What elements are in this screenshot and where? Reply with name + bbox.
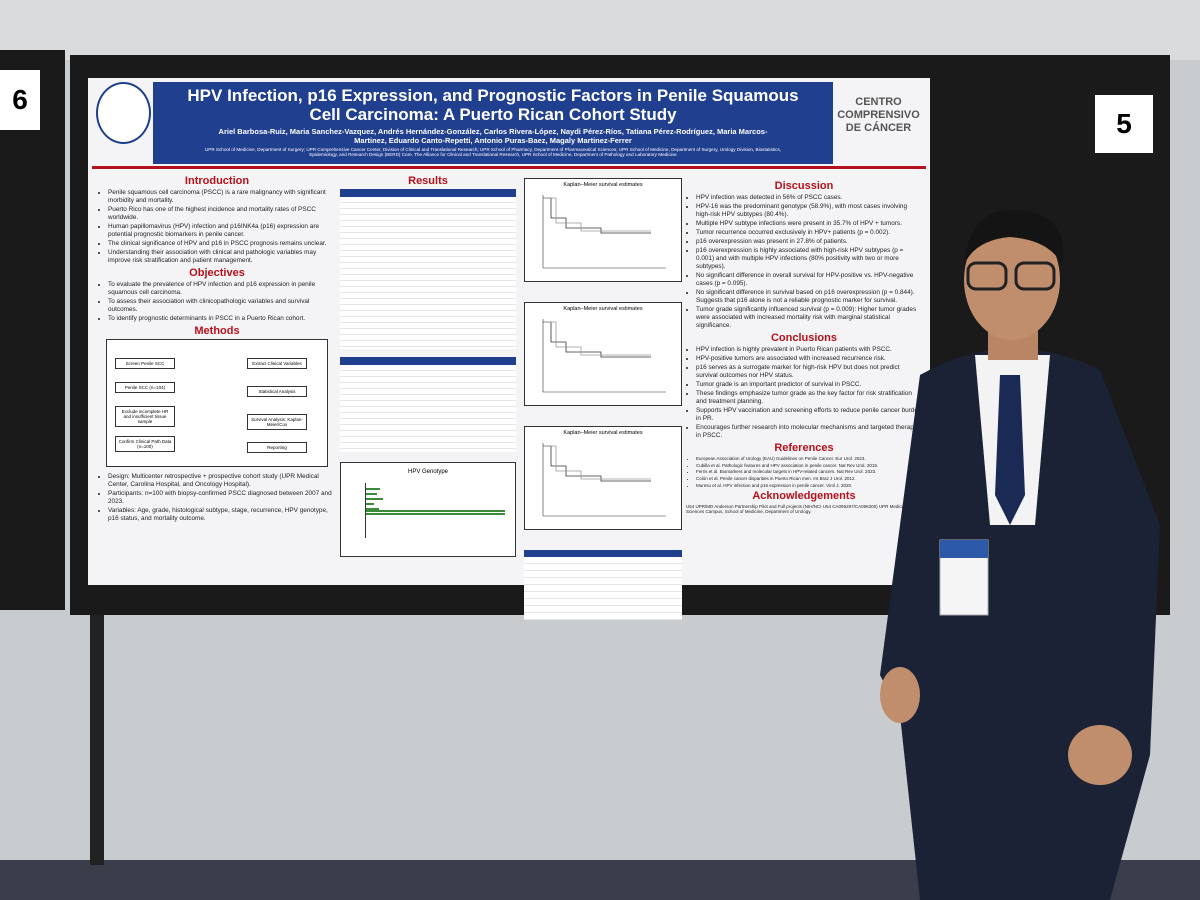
logo (96, 82, 151, 144)
left-column: Introduction Penile squamous cell carcin… (98, 173, 336, 524)
km-curves (542, 319, 666, 393)
bullet: p16 overexpression was present in 27.8% … (696, 238, 922, 246)
km-plot: Kaplan–Meier survival estimates (524, 426, 682, 530)
heading: References (774, 442, 834, 454)
heading: Introduction (184, 175, 250, 187)
right-column: Discussion HPV infection was detected in… (686, 178, 922, 514)
list: Penile squamous cell carcinoma (PSCC) is… (98, 189, 336, 265)
header: HPV Infection, p16 Expression, and Progn… (153, 82, 833, 164)
km-curves (542, 443, 666, 517)
authors: Ariel Barbosa-Ruiz, Maria Sanchez-Vazque… (218, 127, 768, 145)
bullet: Participants: n=100 with biopsy-confirme… (108, 490, 336, 506)
bullet: To assess their association with clinico… (108, 298, 336, 314)
board-number: 5 (1095, 95, 1153, 153)
bullet: Design: Multicenter retrospective + pros… (108, 473, 336, 489)
person (880, 209, 1160, 900)
rule (92, 166, 926, 169)
table (524, 550, 682, 620)
bullet: Tumor grade significantly influenced sur… (696, 306, 922, 330)
flow-box: Confirm Clinical Path Data (n=100) (115, 436, 175, 452)
affiliations: UPR School of Medicine, Department of Su… (204, 147, 782, 157)
flow-box: Statistical Analysis (247, 386, 307, 397)
bars (365, 483, 505, 538)
bullet: Variables: Age, grade, histological subt… (108, 507, 336, 523)
bullet: No significant difference in overall sur… (696, 272, 922, 288)
bullet: Encourages further research into molecul… (696, 424, 922, 440)
km-title: Kaplan–Meier survival estimates (563, 306, 643, 312)
flow-box: Extract Clinical Variables (247, 358, 307, 369)
bullet: HPV infection was detected in 56% of PSC… (696, 194, 922, 202)
bullet: HPV-16 was the predominant genotype (58.… (696, 203, 922, 219)
flow-box: Screen Penile SCC (115, 358, 175, 369)
flow-box: Reporting (247, 442, 307, 453)
heading: Results (408, 175, 448, 187)
heading: Objectives (189, 267, 245, 279)
km-curves (542, 195, 666, 269)
list: European Association of Urology (EAU) Gu… (686, 456, 922, 488)
list: HPV infection is highly prevalent in Pue… (686, 346, 922, 440)
list: To evaluate the prevalence of HPV infect… (98, 281, 336, 323)
table (340, 189, 516, 349)
heading: Conclusions (770, 332, 837, 344)
list: HPV infection was detected in 56% of PSC… (686, 194, 922, 330)
bullet: Puerto Rico has one of the highest incid… (108, 206, 336, 222)
bullet: HPV-positive tumors are associated with … (696, 355, 922, 363)
title: HPV Infection, p16 Expression, and Progn… (187, 86, 799, 124)
figure-title: HPV Genotype (407, 469, 449, 475)
stand (90, 615, 104, 865)
ack: U54 UPR/MD Anderson Partnership Pilot an… (686, 504, 906, 515)
poster: HPV Infection, p16 Expression, and Progn… (88, 78, 930, 620)
km-column: Kaplan–Meier survival estimates Kaplan–Me… (524, 178, 682, 620)
flow-box: Penile SCC (n=104) (115, 382, 175, 393)
bullet: To evaluate the prevalence of HPV infect… (108, 281, 336, 297)
bullet: Ferris et al. Biomarkers and molecular t… (696, 469, 922, 475)
km-title: Kaplan–Meier survival estimates (563, 430, 643, 436)
list: Design: Multicenter retrospective + pros… (98, 473, 336, 523)
km-title: Kaplan–Meier survival estimates (563, 182, 643, 188)
board-number: 6 (0, 70, 40, 130)
bullet: These findings emphasize tumor grade as … (696, 390, 922, 406)
bullet: To identify prognostic determinants in P… (108, 315, 336, 323)
bullet: Supports HPV vaccination and screening e… (696, 407, 922, 423)
heading: Acknowledgements (752, 490, 856, 503)
bullet: No significant difference in survival ba… (696, 289, 922, 305)
bullet: The clinical significance of HPV and p16… (108, 240, 336, 248)
board-left (0, 50, 65, 610)
bullet: p16 overexpression is highly associated … (696, 247, 922, 271)
bullet: HPV infection is highly prevalent in Pue… (696, 346, 922, 354)
bullet: Colón et al. Penile cancer disparities i… (696, 476, 922, 482)
bullet: Muresu et al. HPV infection and p16 expr… (696, 483, 922, 489)
flow-box: Survival Analysis: Kaplan-Meier/Cox (247, 414, 307, 430)
km-plot: Kaplan–Meier survival estimates (524, 178, 682, 282)
logo-text: Centro Comprensivo de Cáncer (837, 96, 920, 134)
flow-box: Exclude incomplete HR and insufficient t… (115, 406, 175, 427)
bullet: European Association of Urology (EAU) Gu… (696, 456, 922, 462)
table (340, 357, 516, 452)
bullet: Cubilla et al. Pathologic features and H… (696, 463, 922, 469)
bullet: Multiple HPV subtype infections were pre… (696, 220, 922, 228)
bullet: Human papillomavirus (HPV) infection and… (108, 223, 336, 239)
bullet: Understanding their association with cli… (108, 249, 336, 265)
heading: Discussion (774, 180, 834, 192)
bullet: Tumor grade is an important predictor of… (696, 381, 922, 389)
flowchart: Screen Penile SCC Penile SCC (n=104) Exclu… (106, 339, 328, 467)
wall (0, 0, 1200, 60)
km-plot: Kaplan–Meier survival estimates (524, 302, 682, 406)
figure: HPV Genotype (340, 462, 516, 557)
heading: Methods (194, 325, 240, 337)
bullet: p16 serves as a surrogate marker for hig… (696, 364, 922, 380)
results-column: Results HPV Genotype (340, 173, 516, 578)
bullet: Tumor recurrence occurred exclusively in… (696, 229, 922, 237)
bullet: Penile squamous cell carcinoma (PSCC) is… (108, 189, 336, 205)
